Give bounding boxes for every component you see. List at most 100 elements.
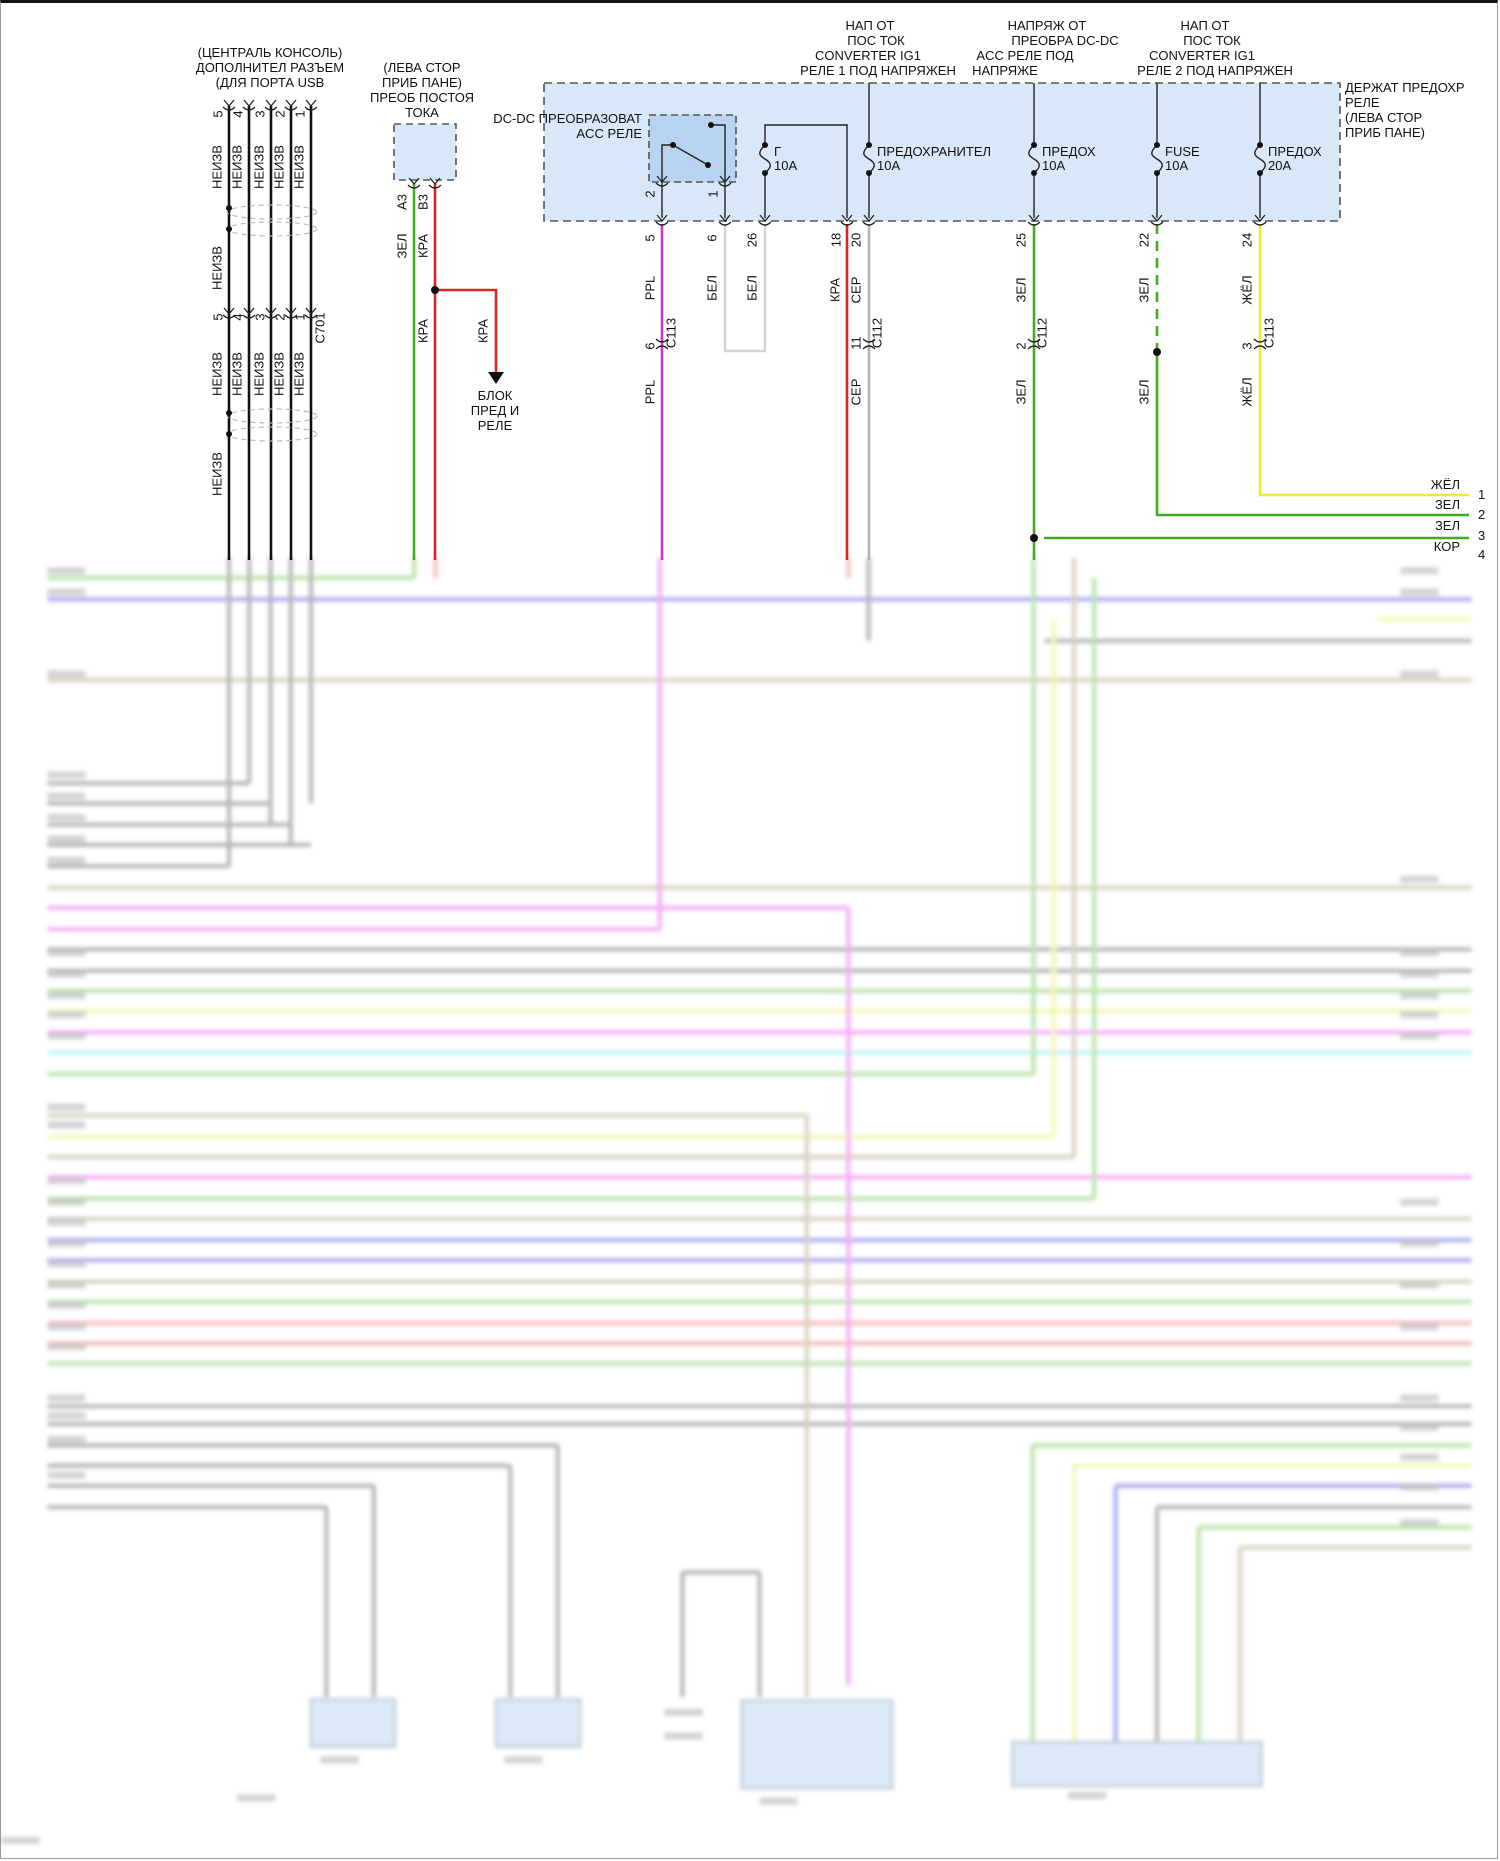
relay-pin-label: 1 [705, 190, 720, 197]
splice-dot [226, 410, 232, 416]
blurred-label [47, 567, 86, 575]
shield-oval [226, 408, 318, 424]
dc-converter-title-line2: ПРИБ ПАНЕ) [382, 75, 462, 90]
connector-pin-icon [264, 307, 278, 319]
fuse-terminal-dot [1031, 170, 1037, 176]
dc-converter-group: (ЛЕВА СТОР ПРИБ ПАНЕ) ПРЕОБ ПОСТОЯ ТОКА … [370, 60, 519, 560]
blurred-label [1400, 1281, 1439, 1289]
wire-color-label: НЕИЗВ [229, 352, 244, 396]
blurred-label [47, 1177, 86, 1185]
blurred-label [1400, 588, 1439, 596]
wire-color-label: БЕЛ [744, 275, 759, 301]
wire-color-label: ЗЕЛ [1013, 277, 1028, 302]
feed-note-2-line4: НАПРЯЖЕ [972, 63, 1038, 78]
fuse-terminal-dot [1154, 142, 1160, 148]
fuse-terminal-dot [1257, 170, 1263, 176]
feed-note-2-line3: ACC РЕЛЕ ПОД [976, 48, 1073, 63]
blurred-component-box [1011, 1741, 1263, 1787]
blurred-label [47, 588, 86, 596]
relay-contact-dot [670, 142, 676, 148]
blurred-label [1400, 1032, 1439, 1040]
wire-color-label: НЕИЗВ [209, 145, 224, 189]
blurred-label [47, 1301, 86, 1309]
blurred-component-box [309, 1698, 397, 1748]
splice-dot [1030, 534, 1038, 542]
pin-label: 20 [848, 233, 863, 247]
blurred-label [47, 1240, 86, 1248]
wire-color-label: СЕР [848, 277, 863, 304]
wire-color-label: НЕИЗВ [209, 452, 224, 496]
connector-label-c112: C112 [869, 318, 884, 348]
blurred-label [47, 1011, 86, 1019]
pin-label: 6 [704, 234, 719, 241]
feed-note-1-line2: ПОС ТОК [847, 33, 905, 48]
output-pin: 3 [1478, 528, 1485, 543]
usb-title-line1: (ЦЕНТРАЛЬ КОНСОЛЬ) [198, 45, 343, 60]
connector-label-c112: C112 [1034, 318, 1049, 348]
fuse-icon [863, 144, 875, 174]
wire-color-label: КРА [475, 319, 490, 343]
connector-pin-icon [758, 214, 772, 226]
fuse-block-title-line4: ПРИБ ПАНЕ) [1345, 125, 1425, 140]
fuse-relay-block: ДЕРЖАТ ПРЕДОХР РЕЛЕ (ЛЕВА СТОР ПРИБ ПАНЕ… [493, 18, 1465, 222]
relay-label-line2: ACC РЕЛЕ [576, 126, 642, 141]
pin-label: 26 [744, 233, 759, 247]
connector-pin-icon [264, 99, 278, 111]
connector-pin-icon [1253, 214, 1267, 226]
blurred-label [47, 1323, 86, 1331]
destination-line1: БЛОК [478, 388, 513, 403]
fuse-name: ПРЕДОХРАНИТЕЛ [877, 144, 991, 159]
blurred-label [47, 949, 86, 957]
dc-converter-box [393, 123, 457, 181]
blurred-label [1400, 970, 1439, 978]
wire-color-label: БЕЛ [704, 275, 719, 301]
c701-pin-label: 3 [252, 313, 267, 320]
fuse-rating: 20A [1268, 158, 1291, 173]
fuse-terminal-dot [1154, 170, 1160, 176]
relay-contact-dot [708, 122, 714, 128]
splice-dot [226, 205, 232, 211]
blurred-label [47, 856, 86, 864]
usb-pin-label: 2 [272, 110, 287, 117]
connector-pin-icon [242, 99, 256, 111]
blurred-label [1400, 1394, 1439, 1402]
fuse-terminal-dot [762, 142, 768, 148]
c701-pin-label: 2 [272, 313, 287, 320]
blurred-label [1, 1837, 40, 1845]
feed-note-3-line1: НАП ОТ [1181, 18, 1230, 33]
connector-pin-icon [862, 214, 876, 226]
blurred-label [47, 1121, 86, 1129]
blurred-label [47, 670, 86, 678]
connector-pin-icon [407, 177, 421, 189]
blurred-label [47, 992, 86, 1000]
blurred-label [47, 1343, 86, 1351]
c701-connector-label: C701 [312, 312, 327, 343]
fuse-terminal-dot [866, 142, 872, 148]
wire-color-label: ЗЕЛ [1013, 379, 1028, 404]
wire-color-label: PPL [642, 276, 657, 301]
wire-color-label: PPL [642, 380, 657, 405]
feed-note-1-line1: НАП ОТ [846, 18, 895, 33]
usb-title-line3: (ДЛЯ ПОРТА USB [216, 75, 325, 90]
connector-pin-icon [655, 214, 669, 226]
fuse-terminal-dot [1031, 142, 1037, 148]
blurred-label [504, 1756, 543, 1764]
connector-pin-icon [718, 175, 732, 187]
pin-label-a3: A3 [394, 194, 409, 210]
fuse-rating: 10A [1042, 158, 1065, 173]
inline-connector-icon [1253, 338, 1267, 350]
fuse-block-title-line1: ДЕРЖАТ ПРЕДОХР [1345, 80, 1465, 95]
output-wire-color: КОР [1434, 539, 1460, 554]
connector-pin-label: 6 [642, 342, 657, 349]
blurred-label [47, 970, 86, 978]
feed-note-3-line4: РЕЛЕ 2 ПОД НАПРЯЖЕН [1137, 63, 1293, 78]
wire-color-label: КРА [827, 278, 842, 302]
blurred-label [47, 1435, 86, 1443]
wire-color-label: НЕИЗВ [209, 352, 224, 396]
connector-pin-icon [655, 175, 669, 187]
inline-connector-icon [655, 338, 669, 350]
blurred-label [47, 1218, 86, 1226]
feed-note-2-line1: НАПРЯЖ ОТ [1008, 18, 1087, 33]
blurred-label [1400, 1240, 1439, 1248]
fuse-name: FUSE [1165, 144, 1200, 159]
